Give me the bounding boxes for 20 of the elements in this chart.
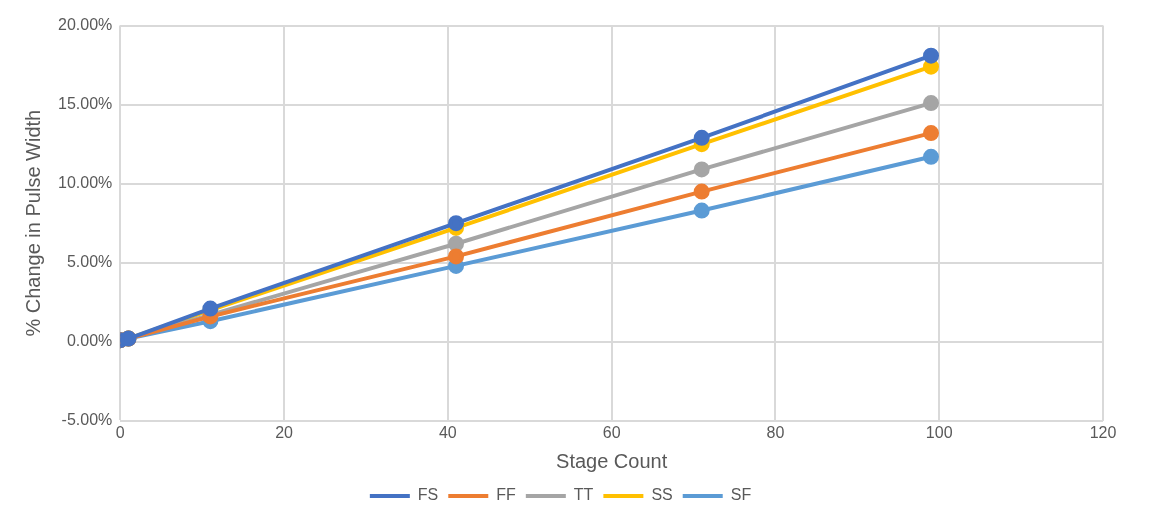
x-tick-label: 120 xyxy=(1089,423,1117,441)
x-tick-label: 60 xyxy=(602,423,621,441)
y-tick-label: 15.00% xyxy=(58,95,113,113)
x-tick-label: 0 xyxy=(115,423,125,441)
x-tick-label: 100 xyxy=(925,423,953,441)
legend-label: FS xyxy=(417,486,439,504)
y-axis-title: % Change in Pulse Width xyxy=(21,109,44,337)
y-tick-label: 10.00% xyxy=(58,174,113,192)
legend-label: FF xyxy=(496,486,517,504)
y-tick-label: 5.00% xyxy=(66,253,113,271)
x-axis-title: Stage Count xyxy=(556,449,668,472)
y-tick-label: -5.00% xyxy=(61,411,113,429)
y-tick-label: 20.00% xyxy=(58,16,113,34)
legend-label: SS xyxy=(651,486,673,504)
y-tick-label: 0.00% xyxy=(66,332,113,350)
x-tick-label: 80 xyxy=(766,423,785,441)
legend-label: SF xyxy=(730,486,752,504)
x-tick-label: 40 xyxy=(438,423,457,441)
x-tick-label: 20 xyxy=(275,423,294,441)
legend-label: TT xyxy=(573,486,594,504)
